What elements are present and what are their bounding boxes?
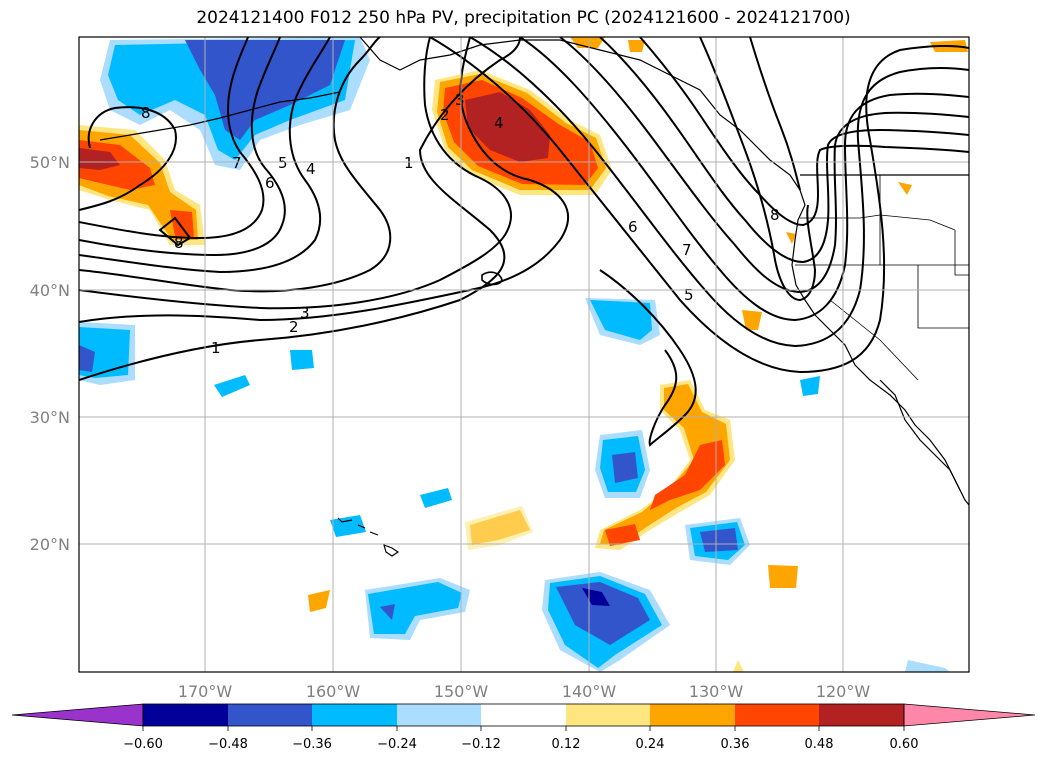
pv-label-2-east: 2 <box>440 106 450 124</box>
pv-contour-east-2 <box>469 37 969 348</box>
colorbar-tick-label-9: 0.60 <box>890 737 919 752</box>
colorbar-segment-3 <box>312 704 397 726</box>
pv-contour-east-7 <box>699 37 817 302</box>
pv-label-5: 5 <box>278 154 288 172</box>
pv-contour-east-1 <box>429 37 969 374</box>
pv-label-8-sw: 8 <box>174 234 184 252</box>
pv-label-1b: 1 <box>404 154 414 172</box>
pv-label-3: 3 <box>300 304 310 322</box>
precip-positive-fields <box>79 37 968 672</box>
colorbar-tick-label-8: 0.48 <box>805 737 834 752</box>
pv-label-1: 1 <box>211 339 221 357</box>
colorbar-tick-label-1: −0.48 <box>208 737 248 752</box>
pv-contour-8-sw <box>158 216 192 247</box>
pv-contour-2 <box>79 37 570 323</box>
longitude-labels: 170°W 160°W 150°W 140°W 130°W 120°W <box>178 682 871 701</box>
colorbar-segment-4 <box>397 704 481 726</box>
colorbar-segment-8 <box>735 704 819 726</box>
pv-contours <box>79 37 969 447</box>
colorbar-extend-right <box>903 703 1036 727</box>
pv-label-7: 7 <box>232 154 242 172</box>
pv-label-8-coast: 8 <box>770 206 780 224</box>
coastline-aleutians <box>99 91 341 141</box>
precip-negative-fields <box>79 37 950 672</box>
lat-label-30n: 30°N <box>30 408 70 427</box>
pv-contour-trough-hook <box>599 269 697 447</box>
lon-label-170w: 170°W <box>178 682 233 701</box>
colorbar-segment-1 <box>143 704 228 726</box>
colorbar: −0.60 −0.48 −0.36 −0.24 −0.12 0.12 0.24 … <box>11 703 1036 752</box>
pv-label-2: 2 <box>289 318 299 336</box>
colorbar-extend-left <box>11 703 144 727</box>
pv-label-5-east: 5 <box>684 286 694 304</box>
pv-label-4-east: 4 <box>494 114 504 132</box>
colorbar-segment-6 <box>566 704 650 726</box>
lat-label-20n: 20°N <box>30 535 70 554</box>
pv-label-4: 4 <box>306 160 316 178</box>
colorbar-segment-7 <box>650 704 735 726</box>
latitude-labels: 50°N 40°N 30°N 20°N <box>30 153 70 554</box>
coastline-hawaii <box>337 517 400 557</box>
pv-label-3-east: 3 <box>455 91 465 109</box>
pv-label-6-east: 6 <box>628 218 638 236</box>
pv-contour-east-3 <box>519 37 969 322</box>
colorbar-tick-label-2: −0.36 <box>292 737 332 752</box>
colorbar-segment-2 <box>228 704 312 726</box>
pv-contour-coast <box>749 37 801 191</box>
lat-label-40n: 40°N <box>30 281 70 300</box>
pv-label-7-east: 7 <box>682 241 692 259</box>
pv-contour-east-6 <box>639 37 969 227</box>
pv-label-6: 6 <box>265 174 275 192</box>
pv-contour-small-loop <box>481 271 503 286</box>
colorbar-tick-label-3: −0.24 <box>377 737 417 752</box>
map-frame <box>78 36 970 673</box>
colorbar-ticks <box>142 726 905 731</box>
pv-contour-5 <box>79 37 331 274</box>
colorbar-tick-label-6: 0.24 <box>636 737 665 752</box>
colorbar-tick-label-4: −0.12 <box>461 737 501 752</box>
pv-contour-labels: 1 2 3 1 4 5 6 7 8 8 2 3 4 6 7 5 8 <box>141 91 780 357</box>
lon-label-130w: 130°W <box>689 682 744 701</box>
colorbar-tick-label-5: 0.12 <box>552 737 581 752</box>
lon-label-140w: 140°W <box>562 682 617 701</box>
pv-contour-3 <box>79 37 512 310</box>
colorbar-tick-label-0: −0.60 <box>123 737 163 752</box>
lat-label-50n: 50°N <box>30 153 70 172</box>
pv-label-8-west: 8 <box>141 104 151 122</box>
pv-contour-4 <box>79 37 392 293</box>
pv-contour-1 <box>79 37 521 381</box>
coastline-baja <box>879 379 961 491</box>
map-title: 2024121400 F012 250 hPa PV, precipitatio… <box>196 8 851 28</box>
lon-label-120w: 120°W <box>816 682 871 701</box>
colorbar-tick-label-7: 0.36 <box>721 737 750 752</box>
gridlines <box>79 37 969 672</box>
pv-contour-6 <box>79 37 286 257</box>
colorbar-segment-5 <box>481 704 566 726</box>
colorbar-frame <box>142 703 905 727</box>
colorbar-segment-9 <box>819 704 904 726</box>
pv-contour-8-west <box>79 106 177 211</box>
lon-label-150w: 150°W <box>434 682 489 701</box>
lon-label-160w: 160°W <box>306 682 361 701</box>
